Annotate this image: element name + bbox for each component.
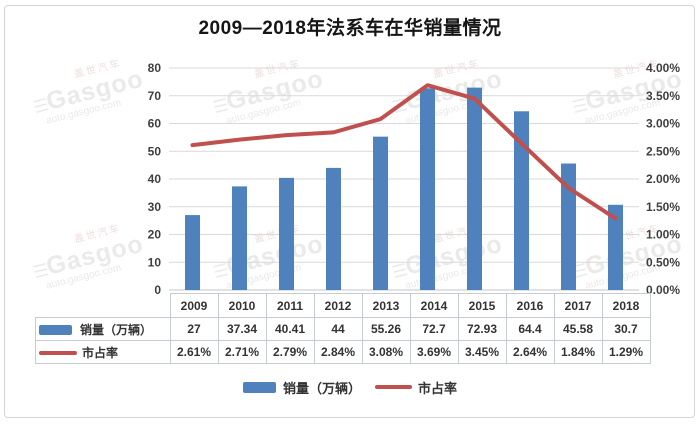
share-value-2013: 3.08%	[361, 340, 411, 364]
year-header-2017: 2017	[553, 293, 603, 318]
left-axis-label: 60	[148, 117, 162, 131]
share-value-2012: 2.84%	[313, 340, 363, 364]
left-axis-label: 80	[148, 61, 162, 75]
left-axis-label: 20	[148, 228, 162, 242]
chart-border-frame	[4, 5, 695, 418]
year-header-2010: 2010	[217, 293, 267, 318]
year-header-2011: 2011	[265, 293, 315, 318]
line-table-key-icon	[39, 351, 77, 356]
bar-2017	[561, 163, 576, 290]
share-value-2015: 3.45%	[457, 340, 507, 364]
bar-2018	[608, 204, 623, 290]
left-axis-label: 70	[148, 89, 162, 103]
legend-label-sales: 销量（万辆）	[282, 380, 361, 396]
sales-value-2015: 72.93	[457, 317, 507, 341]
share-value-2016: 2.64%	[505, 340, 555, 364]
series-name-share: 市占率	[35, 340, 171, 364]
bar-2014	[420, 88, 435, 290]
right-axis-label: 2.00%	[646, 172, 680, 186]
legend-item-sales: 销量（万辆）	[242, 378, 361, 397]
right-axis-label: 3.50%	[646, 89, 680, 103]
sales-value-2017: 45.58	[553, 317, 603, 341]
line-legend-swatch-icon	[375, 385, 412, 389]
sales-value-2010: 37.34	[217, 317, 267, 341]
left-axis-label: 0	[154, 283, 161, 297]
right-axis-label: 3.00%	[646, 117, 680, 131]
sales-value-2016: 64.4	[505, 317, 555, 341]
share-value-2010: 2.71%	[217, 340, 267, 364]
bar-2015	[467, 87, 482, 290]
share-value-2014: 3.69%	[409, 340, 459, 364]
year-header-2009: 2009	[169, 293, 219, 318]
data-table: 2009 2010 2011 2012 2013 2014 2015 2016 2017 2018…	[35, 293, 651, 364]
bar-legend-swatch-icon	[242, 381, 276, 393]
year-header-2012: 2012	[313, 293, 363, 318]
bar-2011	[279, 177, 294, 290]
sales-value-2018: 30.7	[601, 317, 651, 341]
right-axis-label: 2.50%	[646, 144, 680, 158]
sales-value-2009: 27	[169, 317, 219, 341]
legend-label-share: 市占率	[418, 380, 458, 396]
bar-2012	[326, 167, 341, 290]
left-axis-label: 10	[148, 255, 162, 269]
right-axis-label: 0.50%	[646, 255, 680, 269]
right-axis-label: 1.50%	[646, 200, 680, 214]
left-axis-label: 30	[148, 200, 162, 214]
bar-table-key-icon	[39, 325, 72, 336]
series-name-label: 销量（万辆）	[80, 322, 153, 337]
year-header-2013: 2013	[361, 293, 411, 318]
series-name-sales: 销量（万辆）	[35, 317, 171, 341]
sales-value-2012: 44	[313, 317, 363, 341]
market-share-trend-line	[190, 83, 618, 221]
bar-2016	[514, 111, 529, 290]
left-axis-label: 40	[148, 172, 162, 186]
sales-value-2013: 55.26	[361, 317, 411, 341]
table-corner-cell	[36, 294, 171, 318]
year-header-2016: 2016	[505, 293, 555, 318]
series-name-label: 市占率	[82, 345, 119, 360]
bar-2009	[185, 215, 200, 290]
right-axis-label: 0.00%	[646, 283, 680, 297]
share-value-2018: 1.29%	[601, 340, 651, 364]
sales-value-2014: 72.7	[409, 317, 459, 341]
year-header-2014: 2014	[409, 293, 459, 318]
share-value-2009: 2.61%	[169, 340, 219, 364]
share-value-2011: 2.79%	[265, 340, 315, 364]
year-header-2015: 2015	[457, 293, 507, 318]
legend-item-share: 市占率	[375, 378, 457, 397]
year-header-2018: 2018	[601, 293, 651, 318]
right-axis-label: 4.00%	[646, 61, 680, 75]
right-axis-label: 1.00%	[646, 228, 680, 242]
chart-title: 2009—2018年法系车在华销量情况	[198, 18, 502, 39]
left-axis-label: 50	[148, 144, 162, 158]
bar-2013	[373, 136, 388, 290]
share-value-2017: 1.84%	[553, 340, 603, 364]
bar-2010	[232, 186, 247, 290]
chart-legend: 销量（万辆） 市占率	[0, 376, 700, 398]
sales-value-2011: 40.41	[265, 317, 315, 341]
